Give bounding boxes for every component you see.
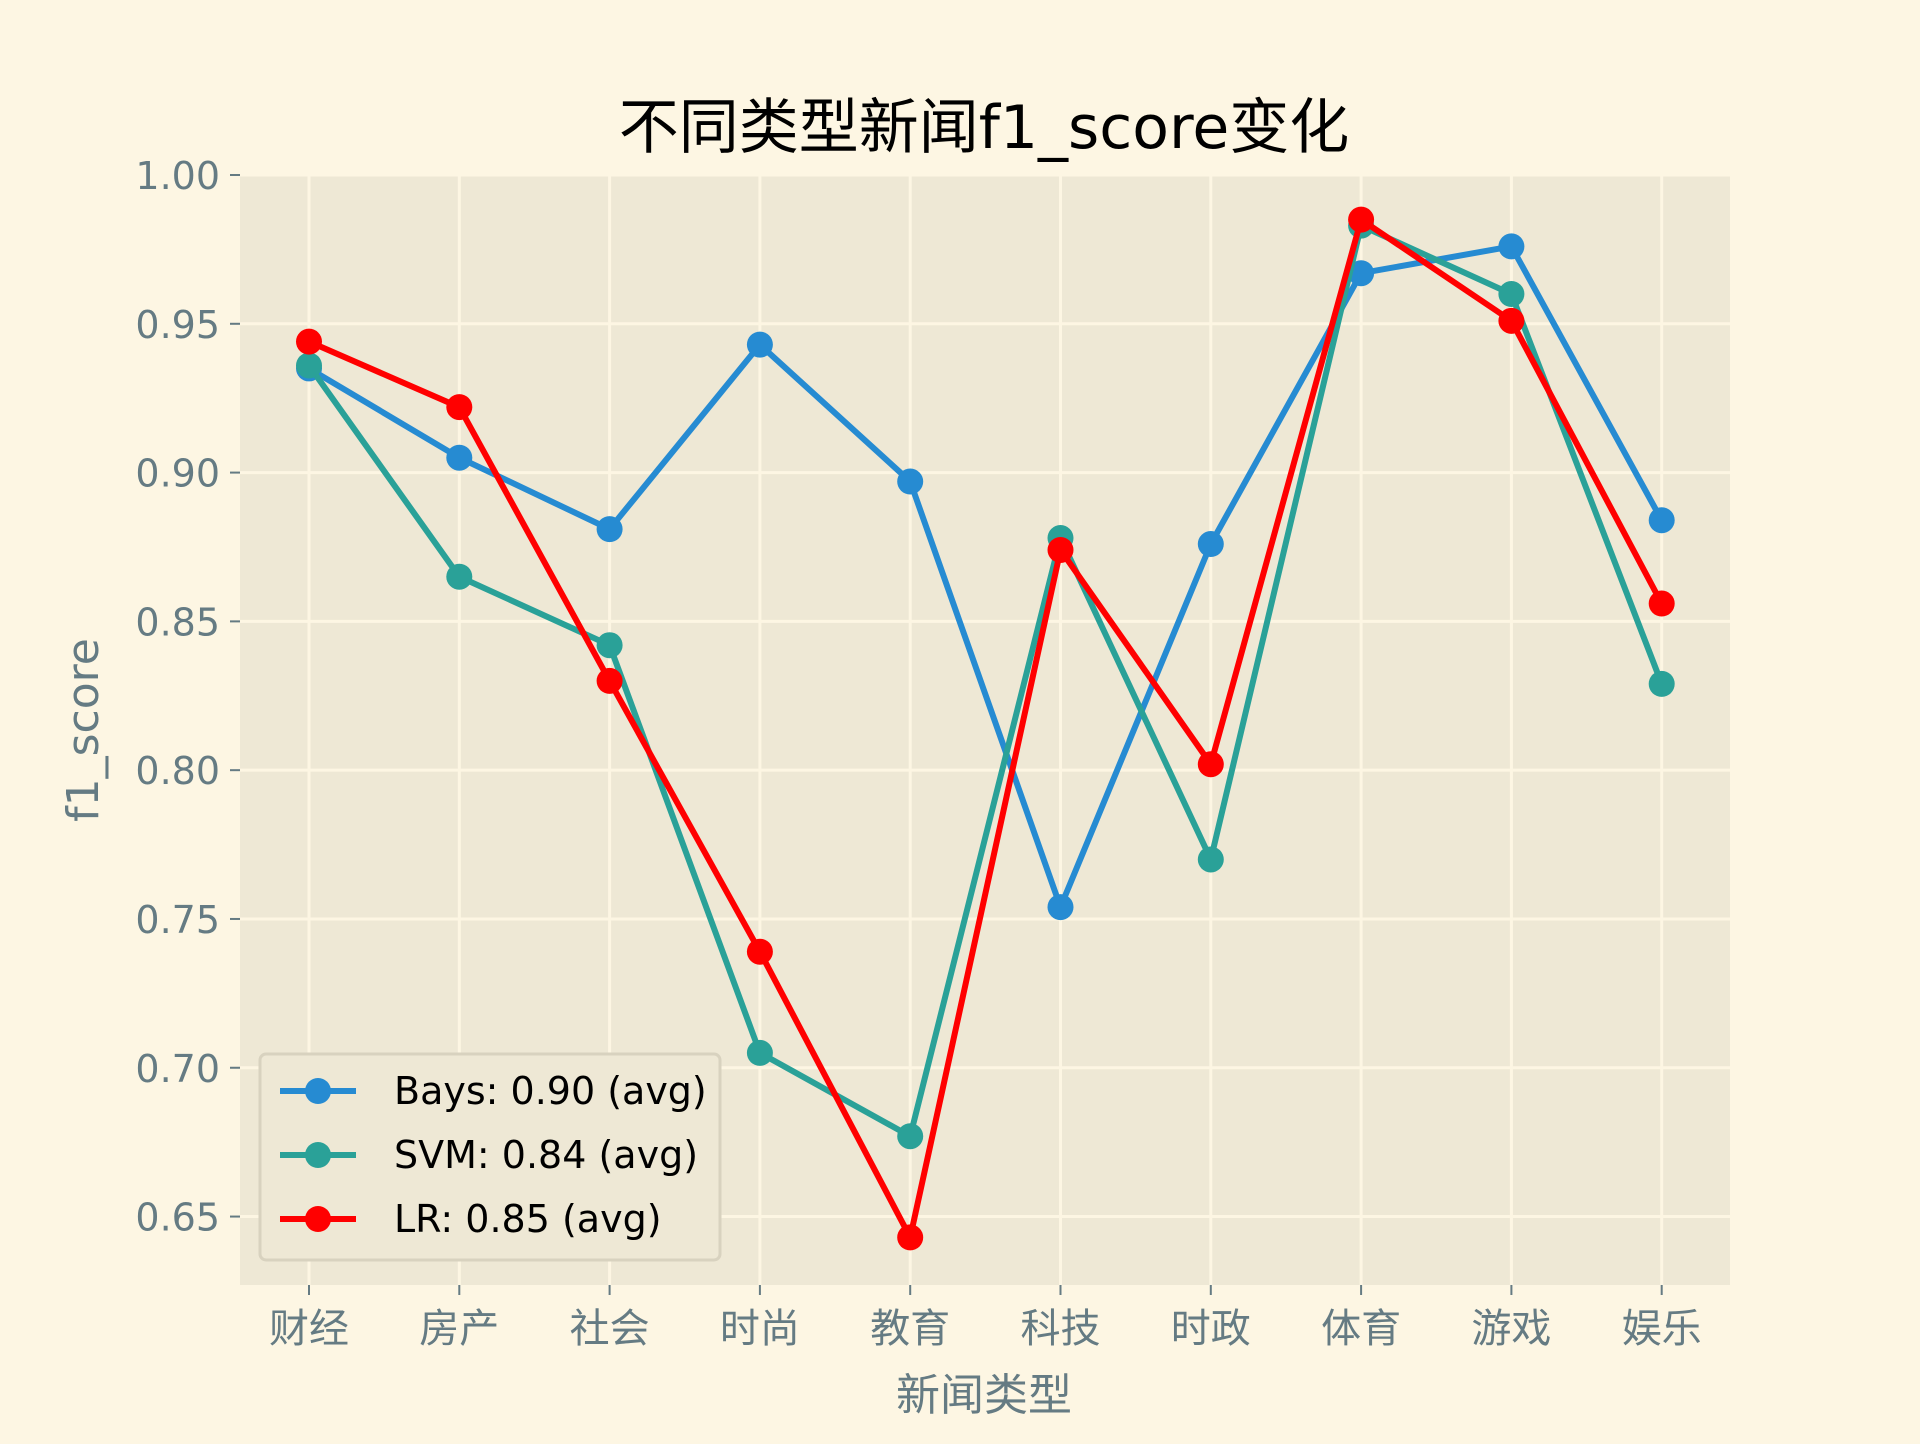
data-point bbox=[1047, 536, 1074, 563]
legend-frame bbox=[258, 1052, 722, 1262]
series-line bbox=[307, 216, 1665, 1241]
data-point bbox=[746, 1039, 773, 1066]
chart-title: 不同类型新闻f1_score变化 bbox=[619, 93, 1350, 163]
data-point bbox=[746, 331, 773, 358]
y-tick-label: 0.65 bbox=[135, 1196, 220, 1240]
data-point bbox=[1348, 260, 1375, 287]
y-tick-label: 0.80 bbox=[135, 749, 220, 793]
y-tick-label: 0.70 bbox=[135, 1047, 220, 1091]
x-tick-label: 房产 bbox=[419, 1306, 499, 1352]
data-point bbox=[897, 1224, 924, 1251]
x-tick-label: 教育 bbox=[870, 1306, 950, 1352]
x-tick-label: 体育 bbox=[1321, 1306, 1401, 1352]
data-point bbox=[1498, 281, 1525, 308]
legend-label: LR: 0.85 (avg) bbox=[394, 1197, 662, 1241]
legend-swatch-marker bbox=[305, 1142, 331, 1168]
data-point bbox=[1648, 670, 1675, 697]
data-point bbox=[296, 328, 322, 355]
data-point bbox=[596, 667, 623, 694]
series-line bbox=[306, 222, 1665, 1140]
data-point bbox=[1197, 751, 1224, 778]
data-point bbox=[1047, 894, 1074, 921]
legend-label: SVM: 0.84 (avg) bbox=[394, 1133, 698, 1177]
legend: Bays: 0.90 (avg) SVM: 0.84 (avg) LR: 0.85 … bbox=[258, 1052, 722, 1262]
data-point bbox=[446, 394, 473, 421]
y-axis-label: f1_score bbox=[58, 638, 109, 822]
x-tick-label: 游戏 bbox=[1471, 1306, 1551, 1352]
y-tick-label: 0.85 bbox=[135, 600, 220, 644]
data-point bbox=[746, 938, 773, 965]
data-point bbox=[897, 1123, 924, 1150]
data-point bbox=[1648, 590, 1675, 617]
data-point bbox=[1197, 531, 1224, 558]
x-tick-label: 时尚 bbox=[720, 1306, 800, 1352]
x-tick-label: 社会 bbox=[570, 1306, 650, 1352]
legend-swatch-marker bbox=[305, 1206, 331, 1232]
series-2 bbox=[296, 206, 1675, 1251]
x-tick-label: 娱乐 bbox=[1622, 1306, 1702, 1352]
y-tick-label: 0.90 bbox=[135, 452, 220, 496]
data-point bbox=[1348, 206, 1375, 233]
axis-ticks: 1.00 0.95 0.90 0.85 0.80 0.75 0.70 0.65 财经 房产 社会 时尚… bbox=[135, 154, 1701, 1352]
x-tick-label: 时政 bbox=[1171, 1306, 1251, 1352]
x-axis-label: 新闻类型 bbox=[896, 1370, 1072, 1421]
y-tick-label: 1.00 bbox=[135, 154, 220, 198]
data-point bbox=[596, 632, 623, 659]
data-point bbox=[1498, 233, 1525, 260]
legend-label: Bays: 0.90 (avg) bbox=[394, 1069, 707, 1113]
y-tick-label: 0.75 bbox=[135, 898, 220, 942]
data-point bbox=[1648, 507, 1675, 534]
legend-swatch-marker bbox=[305, 1078, 331, 1104]
series-group bbox=[296, 206, 1675, 1251]
data-point bbox=[1498, 307, 1525, 334]
x-tick-label: 财经 bbox=[269, 1306, 349, 1352]
data-point bbox=[1197, 846, 1224, 873]
data-point bbox=[596, 516, 623, 543]
data-point bbox=[296, 352, 322, 379]
data-point bbox=[446, 563, 473, 590]
x-tick-label: 科技 bbox=[1021, 1306, 1101, 1352]
data-point bbox=[446, 444, 473, 471]
data-point bbox=[897, 468, 924, 495]
y-tick-label: 0.95 bbox=[135, 303, 220, 347]
